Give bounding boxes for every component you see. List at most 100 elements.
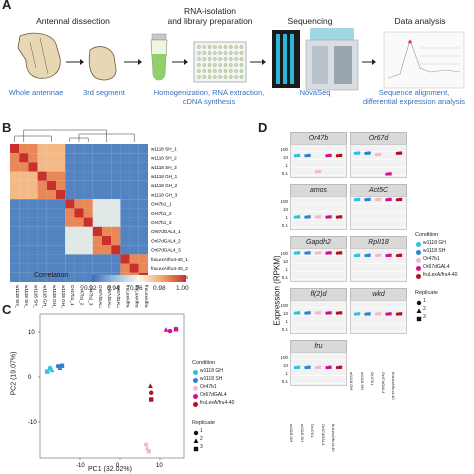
heatmap-cell [111, 190, 121, 200]
expression-point [378, 312, 382, 316]
heatmap-cell [56, 162, 66, 172]
heatmap-cell [19, 199, 29, 209]
heatmap-cell [46, 263, 56, 273]
legend-tick: 1.00 [176, 285, 189, 292]
heatmap-cell [83, 245, 93, 255]
expression-point [399, 253, 403, 257]
heatmap-cell [138, 180, 148, 190]
expression-point [367, 197, 371, 202]
homogenization-caption: Homogenization, RNA extraction, cDNA syn… [153, 88, 265, 106]
legend-tick: 0.96 [130, 285, 143, 292]
heatmap-cell [102, 180, 112, 190]
heatmap-cell [65, 236, 75, 246]
heatmap-cell [111, 208, 121, 218]
heatmap-cell [129, 190, 139, 200]
heatmap-cell [129, 180, 139, 190]
expression-point [318, 311, 322, 315]
heatmap-cell [46, 180, 56, 190]
heatmap-cell [37, 254, 47, 264]
facet-points [291, 359, 346, 384]
expression-point [367, 253, 371, 257]
heatmap-cell [102, 144, 112, 154]
pca-replicate-legend-title: Replicate [192, 420, 215, 426]
heatmap-cell [83, 272, 93, 282]
facet-points [291, 307, 346, 332]
heatmap-cell [74, 208, 84, 218]
expr-y-tick: 100 [280, 199, 288, 205]
heatmap-cell [129, 153, 139, 163]
expression-point [399, 312, 403, 316]
expr-x-tick: w1118 SH [299, 424, 305, 442]
heatmap-cell [83, 254, 93, 264]
arrow-head-icon [80, 59, 84, 65]
heatmap-cell [19, 144, 29, 154]
expression-point [339, 153, 343, 158]
heatmap-cell [28, 217, 38, 227]
expr-x-tick: fruLexA/fru4-40 [331, 424, 336, 452]
heatmap-cell [92, 236, 102, 246]
expr-y-tick: 10 [282, 155, 288, 161]
expression-point [318, 365, 322, 369]
heatmap-cell [83, 144, 93, 154]
heatmap-cell [83, 199, 93, 209]
expression-point [357, 151, 361, 155]
heatmap-cell [37, 208, 47, 218]
heatmap-cell [28, 245, 38, 255]
pca-x-tick: 10 [156, 463, 163, 469]
heatmap-cell [74, 236, 84, 246]
expr-y-tick: 1 [285, 163, 288, 169]
heatmap-cell [138, 171, 148, 181]
heatmap-cell [19, 217, 29, 227]
heatmap-cell [111, 199, 121, 209]
heatmap-cell [138, 254, 148, 264]
expr-y-tick: 0.1 [281, 223, 288, 229]
panel-a-letter: A [2, 0, 12, 12]
heatmap-cell [46, 144, 56, 154]
pca-point [149, 397, 154, 402]
pca-point [45, 369, 50, 374]
heatmap-cell [129, 162, 139, 172]
rna-isolation-header: RNA-isolation and library preparation [167, 6, 253, 26]
heatmap-cell [92, 217, 102, 227]
heatmap-cell [92, 171, 102, 181]
heatmap-cell [46, 245, 56, 255]
legend-swatch [416, 274, 421, 279]
heatmap-col-label: w1118 SH_1 [15, 285, 20, 308]
data-analysis-header: Data analysis [394, 16, 446, 26]
legend-tick: 0.92 [84, 285, 97, 292]
pca-point [144, 445, 150, 451]
heatmap-cell [74, 263, 84, 273]
heatmap-cell [37, 217, 47, 227]
heatmap-cell [56, 236, 66, 246]
heatmap-cell [19, 245, 29, 255]
heatmap-cell [102, 208, 112, 218]
heatmap-cell [120, 144, 130, 154]
heatmap-cell [28, 171, 38, 181]
pca-point [49, 367, 55, 373]
expression-point [367, 151, 371, 155]
heatmap-col-label: Or67dGAL4_3 [116, 285, 121, 308]
heatmap-cell [138, 144, 148, 154]
expression-point [378, 197, 382, 202]
heatmap-cell [129, 236, 139, 246]
heatmap-cell [92, 245, 102, 255]
expr-y-tick: 100 [280, 355, 288, 361]
heatmap-cell [83, 236, 93, 246]
legend-swatch [416, 242, 421, 247]
pca-condition-legend-title: Condition [192, 360, 216, 366]
expression-point [307, 365, 311, 369]
expression-point [297, 311, 301, 315]
sequence-alignment-caption: Sequence alignment, differential express… [362, 88, 465, 106]
facet-panel [290, 352, 347, 386]
arrow-head-icon [262, 59, 266, 65]
heatmap-cell [111, 153, 121, 163]
expr-y-tick: 0.1 [281, 171, 288, 177]
heatmap-cell [28, 190, 38, 200]
heatmap-cell [83, 208, 93, 218]
heatmap-row-label: Or47b1_3 [151, 220, 172, 225]
heatmap-cell [92, 153, 102, 163]
heatmap-cell [92, 263, 102, 273]
expr-y-tick: 1 [285, 215, 288, 221]
expression-point [307, 153, 311, 158]
heatmap-cell [19, 180, 29, 190]
